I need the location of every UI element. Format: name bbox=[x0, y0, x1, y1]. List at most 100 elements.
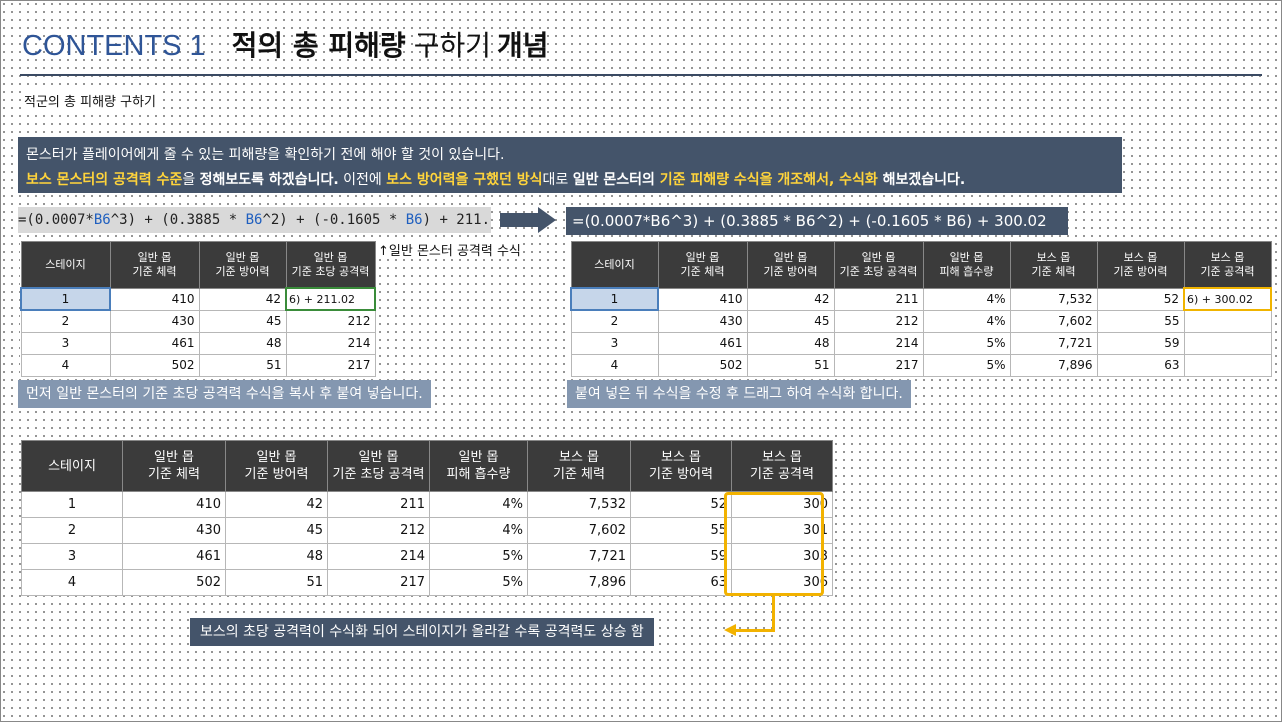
table-cell[interactable]: 217 bbox=[327, 569, 430, 596]
table-cell[interactable]: 410 bbox=[122, 491, 226, 518]
column-header[interactable]: 일반 몹 기준 초당 공격력 bbox=[833, 241, 924, 289]
column-header[interactable]: 스테이지 bbox=[20, 241, 111, 289]
table-cell[interactable]: 51 bbox=[746, 353, 835, 377]
table-cell[interactable]: 502 bbox=[109, 353, 200, 377]
table-cell[interactable]: 55 bbox=[630, 517, 732, 544]
table-cell[interactable] bbox=[1183, 309, 1272, 333]
table-cell[interactable]: 303 bbox=[731, 543, 833, 570]
table-cell[interactable]: 45 bbox=[225, 517, 328, 544]
column-header[interactable]: 일반 몹 기준 방어력 bbox=[225, 440, 328, 492]
table-cell[interactable]: 461 bbox=[657, 331, 748, 355]
table-cell[interactable]: 55 bbox=[1096, 309, 1185, 333]
column-header[interactable]: 일반 몹 기준 초당 공격력 bbox=[327, 440, 430, 492]
stage-cell[interactable]: 1 bbox=[20, 287, 111, 311]
table-cell[interactable]: 502 bbox=[122, 569, 226, 596]
stage-cell[interactable]: 4 bbox=[21, 569, 123, 596]
table-cell[interactable]: 214 bbox=[833, 331, 924, 355]
table-boss-edit: 스테이지 일반 몹 기준 체력 일반 몹 기준 방어력 일반 몹 기준 초당 공격력 일반 몹… bbox=[570, 241, 1272, 377]
stage-cell[interactable]: 3 bbox=[21, 543, 123, 570]
table-cell[interactable]: 52 bbox=[1096, 287, 1185, 311]
table-cell[interactable]: 51 bbox=[225, 569, 328, 596]
column-header[interactable]: 보스 몹 기준 체력 bbox=[527, 440, 631, 492]
table-cell[interactable]: 63 bbox=[1096, 353, 1185, 377]
column-header[interactable]: 일반 몹 피해 흡수량 bbox=[429, 440, 528, 492]
table-cell[interactable]: 48 bbox=[746, 331, 835, 355]
column-header[interactable]: 보스 몹 기준 공격력 bbox=[1183, 241, 1272, 289]
column-header[interactable]: 보스 몹 기준 방어력 bbox=[630, 440, 732, 492]
table-cell[interactable]: 7,721 bbox=[527, 543, 631, 570]
table-cell[interactable]: 214 bbox=[327, 543, 430, 570]
table-cell[interactable]: 42 bbox=[225, 491, 328, 518]
table-cell[interactable]: 410 bbox=[109, 287, 200, 311]
stage-cell[interactable]: 1 bbox=[21, 491, 123, 518]
stage-cell[interactable]: 4 bbox=[570, 353, 659, 377]
table-cell[interactable]: 4% bbox=[922, 287, 1011, 311]
table-cell[interactable]: 461 bbox=[122, 543, 226, 570]
column-header[interactable]: 스테이지 bbox=[21, 440, 123, 492]
stage-cell[interactable]: 1 bbox=[570, 287, 659, 311]
column-header[interactable]: 일반 몹 기준 방어력 bbox=[746, 241, 835, 289]
table-cell[interactable]: 7,896 bbox=[527, 569, 631, 596]
table-cell[interactable]: 430 bbox=[122, 517, 226, 544]
table-cell[interactable]: 7,602 bbox=[1009, 309, 1098, 333]
column-header[interactable]: 보스 몹 기준 체력 bbox=[1009, 241, 1098, 289]
stage-cell[interactable]: 2 bbox=[570, 309, 659, 333]
table-cell[interactable]: 52 bbox=[630, 491, 732, 518]
table-cell[interactable]: 4% bbox=[922, 309, 1011, 333]
table-cell[interactable]: 461 bbox=[109, 331, 200, 355]
table-cell[interactable]: 7,896 bbox=[1009, 353, 1098, 377]
stage-cell[interactable]: 2 bbox=[21, 517, 123, 544]
table-cell[interactable]: 48 bbox=[198, 331, 287, 355]
table-cell[interactable]: 4% bbox=[429, 517, 528, 544]
table-cell[interactable]: 430 bbox=[657, 309, 748, 333]
stage-cell[interactable]: 2 bbox=[20, 309, 111, 333]
table-cell[interactable]: 59 bbox=[1096, 331, 1185, 355]
table-cell[interactable]: 42 bbox=[746, 287, 835, 311]
table-cell[interactable]: 214 bbox=[285, 331, 376, 355]
table-cell[interactable]: 48 bbox=[225, 543, 328, 570]
column-header[interactable]: 보스 몹 기준 방어력 bbox=[1096, 241, 1185, 289]
column-header[interactable]: 일반 몹 기준 방어력 bbox=[198, 241, 287, 289]
table-cell[interactable]: 6) + 300.02 bbox=[1183, 287, 1272, 311]
table-cell[interactable]: 212 bbox=[285, 309, 376, 333]
table-cell[interactable]: 45 bbox=[746, 309, 835, 333]
stage-cell[interactable]: 3 bbox=[570, 331, 659, 355]
table-cell[interactable]: 410 bbox=[657, 287, 748, 311]
table-cell[interactable]: 63 bbox=[630, 569, 732, 596]
table-cell[interactable]: 211 bbox=[833, 287, 924, 311]
table-cell[interactable]: 59 bbox=[630, 543, 732, 570]
table-cell[interactable]: 42 bbox=[198, 287, 287, 311]
table-cell[interactable]: 7,532 bbox=[527, 491, 631, 518]
column-header[interactable]: 일반 몹 피해 흡수량 bbox=[922, 241, 1011, 289]
table-cell[interactable]: 212 bbox=[833, 309, 924, 333]
table-cell[interactable]: 5% bbox=[429, 543, 528, 570]
table-cell[interactable]: 5% bbox=[922, 353, 1011, 377]
table-cell[interactable]: 217 bbox=[833, 353, 924, 377]
formula-bar-left[interactable]: =(0.0007*B6^3) + (0.3885 * B6^2) + (-0.1… bbox=[18, 207, 491, 233]
column-header[interactable]: 스테이지 bbox=[570, 241, 659, 289]
stage-cell[interactable]: 3 bbox=[20, 331, 111, 355]
stage-cell[interactable]: 4 bbox=[20, 353, 111, 377]
column-header[interactable]: 일반 몹 기준 초당 공격력 bbox=[285, 241, 376, 289]
table-cell[interactable] bbox=[1183, 353, 1272, 377]
table-cell[interactable]: 212 bbox=[327, 517, 430, 544]
table-cell[interactable]: 6) + 211.02 bbox=[285, 287, 376, 311]
column-header[interactable]: 일반 몹 기준 체력 bbox=[109, 241, 200, 289]
table-cell[interactable]: 217 bbox=[285, 353, 376, 377]
table-cell[interactable]: 51 bbox=[198, 353, 287, 377]
table-cell[interactable]: 7,602 bbox=[527, 517, 631, 544]
table-cell[interactable]: 7,721 bbox=[1009, 331, 1098, 355]
table-cell[interactable] bbox=[1183, 331, 1272, 355]
formula-bar-right[interactable]: =(0.0007*B6^3) + (0.3885 * B6^2) + (-0.1… bbox=[566, 207, 1068, 235]
table-cell[interactable]: 211 bbox=[327, 491, 430, 518]
table-cell[interactable]: 7,532 bbox=[1009, 287, 1098, 311]
table-cell[interactable]: 5% bbox=[429, 569, 528, 596]
table-cell[interactable]: 4% bbox=[429, 491, 528, 518]
table-cell[interactable]: 45 bbox=[198, 309, 287, 333]
table-cell[interactable]: 430 bbox=[109, 309, 200, 333]
column-header[interactable]: 보스 몹 기준 공격력 bbox=[731, 440, 833, 492]
column-header[interactable]: 일반 몹 기준 체력 bbox=[657, 241, 748, 289]
table-cell[interactable]: 502 bbox=[657, 353, 748, 377]
column-header[interactable]: 일반 몹 기준 체력 bbox=[122, 440, 226, 492]
table-cell[interactable]: 5% bbox=[922, 331, 1011, 355]
